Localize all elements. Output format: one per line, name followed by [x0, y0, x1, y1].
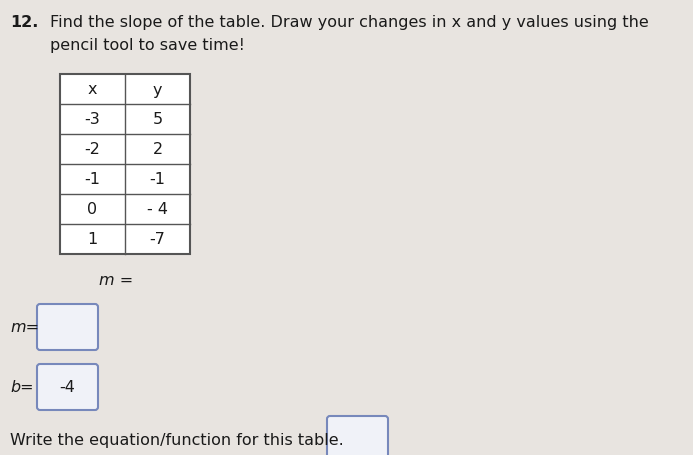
Text: 5: 5: [152, 112, 163, 127]
Text: Write the equation/function for this table.: Write the equation/function for this tab…: [10, 431, 344, 446]
Text: x: x: [88, 82, 97, 97]
Text: -4: -4: [60, 379, 76, 394]
Text: m =: m =: [99, 273, 133, 288]
FancyBboxPatch shape: [37, 364, 98, 410]
Text: y: y: [152, 82, 162, 97]
Bar: [60, 75, 190, 254]
Text: -7: -7: [150, 232, 166, 247]
Text: Find the slope of the table. Draw your changes in x and y values using the: Find the slope of the table. Draw your c…: [50, 15, 649, 30]
FancyBboxPatch shape: [327, 416, 388, 455]
Text: 0: 0: [87, 202, 98, 217]
Text: 2: 2: [152, 142, 163, 157]
Text: - 4: - 4: [147, 202, 168, 217]
Text: -1: -1: [150, 172, 166, 187]
Text: -2: -2: [85, 142, 100, 157]
Text: -3: -3: [85, 112, 100, 127]
Text: b=: b=: [10, 379, 33, 394]
Text: m=: m=: [10, 320, 39, 335]
FancyBboxPatch shape: [37, 304, 98, 350]
Text: 12.: 12.: [10, 15, 38, 30]
Text: pencil tool to save time!: pencil tool to save time!: [50, 38, 245, 53]
Text: -1: -1: [85, 172, 100, 187]
Text: 1: 1: [87, 232, 98, 247]
